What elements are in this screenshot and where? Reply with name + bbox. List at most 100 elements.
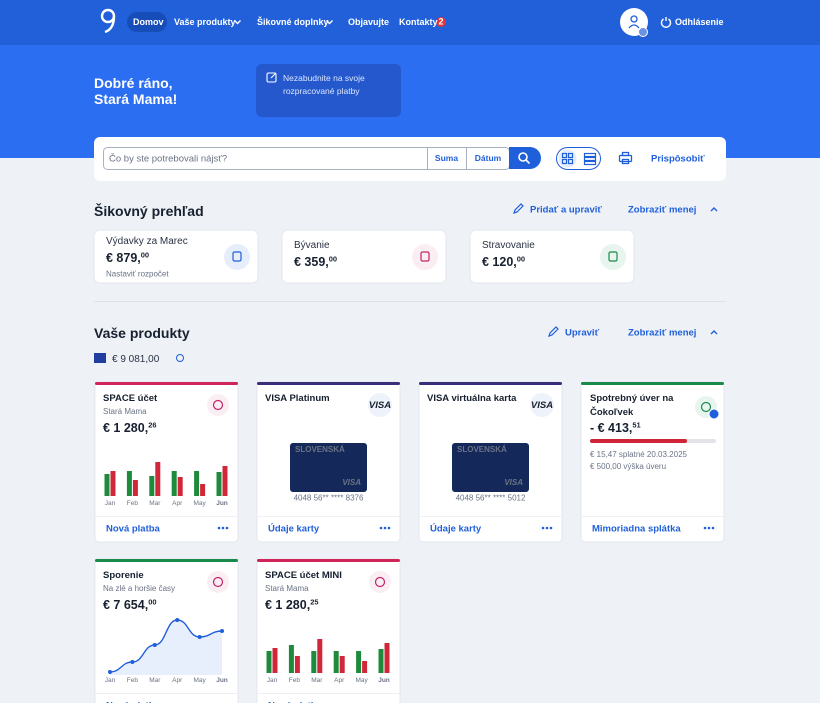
bar [110, 471, 116, 496]
bar [200, 484, 206, 496]
action-link[interactable]: Zobraziť menej [628, 328, 696, 339]
badge [436, 17, 446, 27]
amount-main: € 120, [482, 255, 517, 269]
card-accent [419, 382, 562, 385]
filter-button[interactable]: Suma [435, 153, 458, 163]
search-button[interactable] [509, 147, 541, 169]
action-link[interactable]: Pridať a upraviť [530, 205, 602, 216]
more-dot[interactable] [217, 526, 221, 530]
summary-card[interactable] [93, 229, 259, 284]
month-label: May [193, 500, 206, 507]
summary-card[interactable] [469, 229, 635, 284]
chevron-down [234, 20, 241, 25]
greeting: Dobré ráno, [94, 75, 173, 91]
icon-part [266, 72, 277, 83]
more-dot[interactable] [541, 526, 545, 530]
card-action[interactable]: Mimoriadna splátka [592, 524, 681, 535]
nav-item[interactable]: Vaše produkty [174, 17, 236, 27]
card-action[interactable]: Nová platba [106, 524, 161, 535]
card-brand: VISA [342, 478, 361, 487]
amount: € 879,00 [106, 251, 149, 266]
bar [266, 651, 272, 673]
summary-card[interactable] [281, 229, 447, 284]
nav-item[interactable]: Šikovné doplnky [257, 16, 329, 27]
bar [171, 471, 177, 496]
icon-part [525, 159, 531, 165]
bar [362, 661, 368, 673]
more-dot[interactable] [703, 526, 707, 530]
more-dot[interactable] [711, 526, 715, 530]
budget-link[interactable]: Nastaviť rozpočet [106, 270, 169, 279]
card-accent [257, 382, 400, 385]
more-dot[interactable] [707, 526, 711, 530]
product-icon-bg [207, 394, 229, 416]
icon-part [583, 160, 597, 166]
icon-part [561, 158, 568, 165]
eu-flag [94, 353, 106, 363]
logout[interactable]: Odhlásenie [675, 17, 724, 27]
month-label: Jan [267, 677, 278, 684]
visa-badge-bg [368, 393, 392, 417]
bar [177, 477, 183, 496]
card-brand: VISA [504, 478, 523, 487]
card-action[interactable]: Nová platba [106, 701, 161, 703]
logo[interactable] [100, 8, 116, 34]
amount-main: € 7 654, [103, 598, 148, 612]
nav-item[interactable]: Domov [133, 17, 164, 27]
bar [132, 480, 138, 496]
progress-fill [590, 439, 688, 443]
bar [317, 639, 323, 673]
more-dot[interactable] [221, 526, 225, 530]
avatar-badge [638, 27, 648, 37]
month-label: Mar [149, 500, 161, 507]
bar [294, 656, 300, 673]
bar [288, 645, 294, 673]
icon-part [567, 158, 574, 165]
card-image [452, 443, 529, 492]
month-label: May [193, 677, 206, 684]
card-icon [420, 251, 430, 262]
loan-info: € 500,00 výška úveru [590, 462, 666, 471]
notice-box[interactable] [256, 64, 401, 117]
bar [384, 643, 390, 673]
icon-part [583, 152, 597, 158]
product-name: Spotrebný úver na [590, 393, 674, 404]
more-dot[interactable] [379, 526, 383, 530]
amount-cents: 00 [148, 598, 156, 607]
card-number: 4048 56** **** 8376 [294, 494, 364, 503]
action-link[interactable]: Zobraziť menej [628, 205, 696, 216]
more-dot[interactable] [545, 526, 549, 530]
bar [104, 474, 110, 496]
icon-part [104, 15, 116, 34]
amount: € 120,00 [482, 255, 525, 270]
product-name: VISA virtuálna karta [427, 393, 517, 404]
customize[interactable]: Prispôsobiť [651, 154, 705, 165]
product-name: SPACE účet MINI [265, 570, 342, 581]
month-label: Apr [172, 500, 183, 507]
amount-cents: 26 [148, 421, 156, 430]
card-action[interactable]: Údaje karty [268, 523, 320, 535]
amount: € 7 654,00 [103, 598, 157, 613]
card-action[interactable]: Nová platba [268, 701, 323, 703]
more-dot[interactable] [225, 526, 229, 530]
month-label: Jun [216, 677, 228, 684]
more-dot[interactable] [549, 526, 553, 530]
info-icon[interactable] [176, 354, 184, 362]
icon-part [567, 152, 574, 159]
icon-part [630, 15, 638, 23]
print-icon[interactable] [618, 151, 633, 165]
amount: € 1 280,25 [265, 598, 319, 613]
badge-count: 2 [438, 17, 443, 27]
more-dot[interactable] [383, 526, 387, 530]
amount-cents: 00 [329, 255, 337, 264]
notice-text: rozpracované platby [283, 86, 360, 96]
filter-button[interactable]: Dátum [475, 153, 502, 163]
icon-part [518, 152, 528, 162]
amount-cents: 51 [632, 421, 640, 430]
more-dot[interactable] [387, 526, 391, 530]
action-link[interactable]: Upraviť [565, 328, 600, 339]
nav-item[interactable]: Kontakty [399, 17, 438, 27]
nav-item[interactable]: Objavujte [348, 17, 389, 27]
card-action[interactable]: Údaje karty [430, 523, 482, 535]
